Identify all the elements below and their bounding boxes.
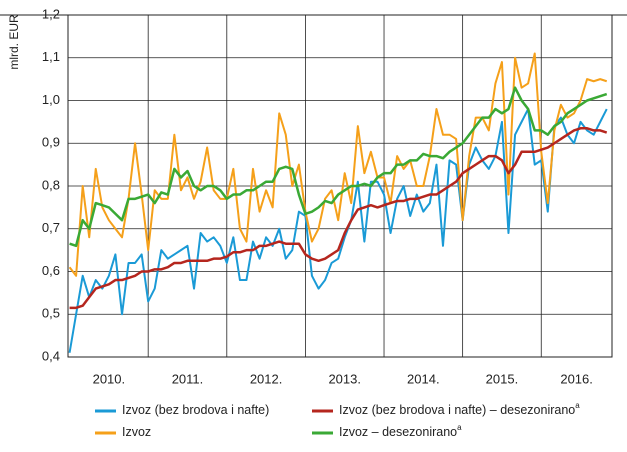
legend-name: Izvoz (bez brodova i nafte) xyxy=(122,403,269,417)
x-tick-label: 2013. xyxy=(328,371,361,386)
legend-note: a xyxy=(575,401,580,410)
legend-name: Izvoz xyxy=(122,425,151,439)
y-tick-label: 0,5 xyxy=(42,306,60,321)
legend-label: Izvoz xyxy=(122,425,151,439)
y-tick-label: 0,4 xyxy=(42,348,60,363)
plot-frame xyxy=(67,14,613,358)
x-tick-label: 2014. xyxy=(407,371,440,386)
legend-name: Izvoz – desezonirano xyxy=(339,425,457,439)
series-line xyxy=(68,52,608,277)
x-tick-label: 2015. xyxy=(486,371,519,386)
legend-note: a xyxy=(457,423,462,432)
legend-label: Izvoz (bez brodova i nafte) – desezonira… xyxy=(339,401,580,417)
x-tick-label: 2010. xyxy=(93,371,126,386)
y-tick-label: 0,6 xyxy=(42,263,60,278)
y-tick-label: 1,1 xyxy=(42,49,60,64)
x-tick-label: 2012. xyxy=(250,371,283,386)
legend-label: Izvoz – desezoniranoa xyxy=(339,423,462,439)
series-line xyxy=(69,86,608,248)
series-line xyxy=(69,127,608,310)
x-tick-label: 2011. xyxy=(172,371,204,386)
x-tick-label: 2016. xyxy=(560,371,593,386)
y-axis-label: mlrd. EUR xyxy=(7,14,21,70)
y-tick-label: 1,2 xyxy=(42,6,60,21)
legend-name: Izvoz (bez brodova i nafte) – desezonira… xyxy=(339,403,575,417)
y-tick-label: 0,7 xyxy=(42,220,60,235)
series-line xyxy=(68,108,608,353)
y-tick-label: 0,9 xyxy=(42,135,60,150)
y-tick-label: 0,8 xyxy=(42,177,60,192)
y-tick-label: 1,0 xyxy=(42,92,60,107)
legend-label: Izvoz (bez brodova i nafte) xyxy=(122,403,269,417)
